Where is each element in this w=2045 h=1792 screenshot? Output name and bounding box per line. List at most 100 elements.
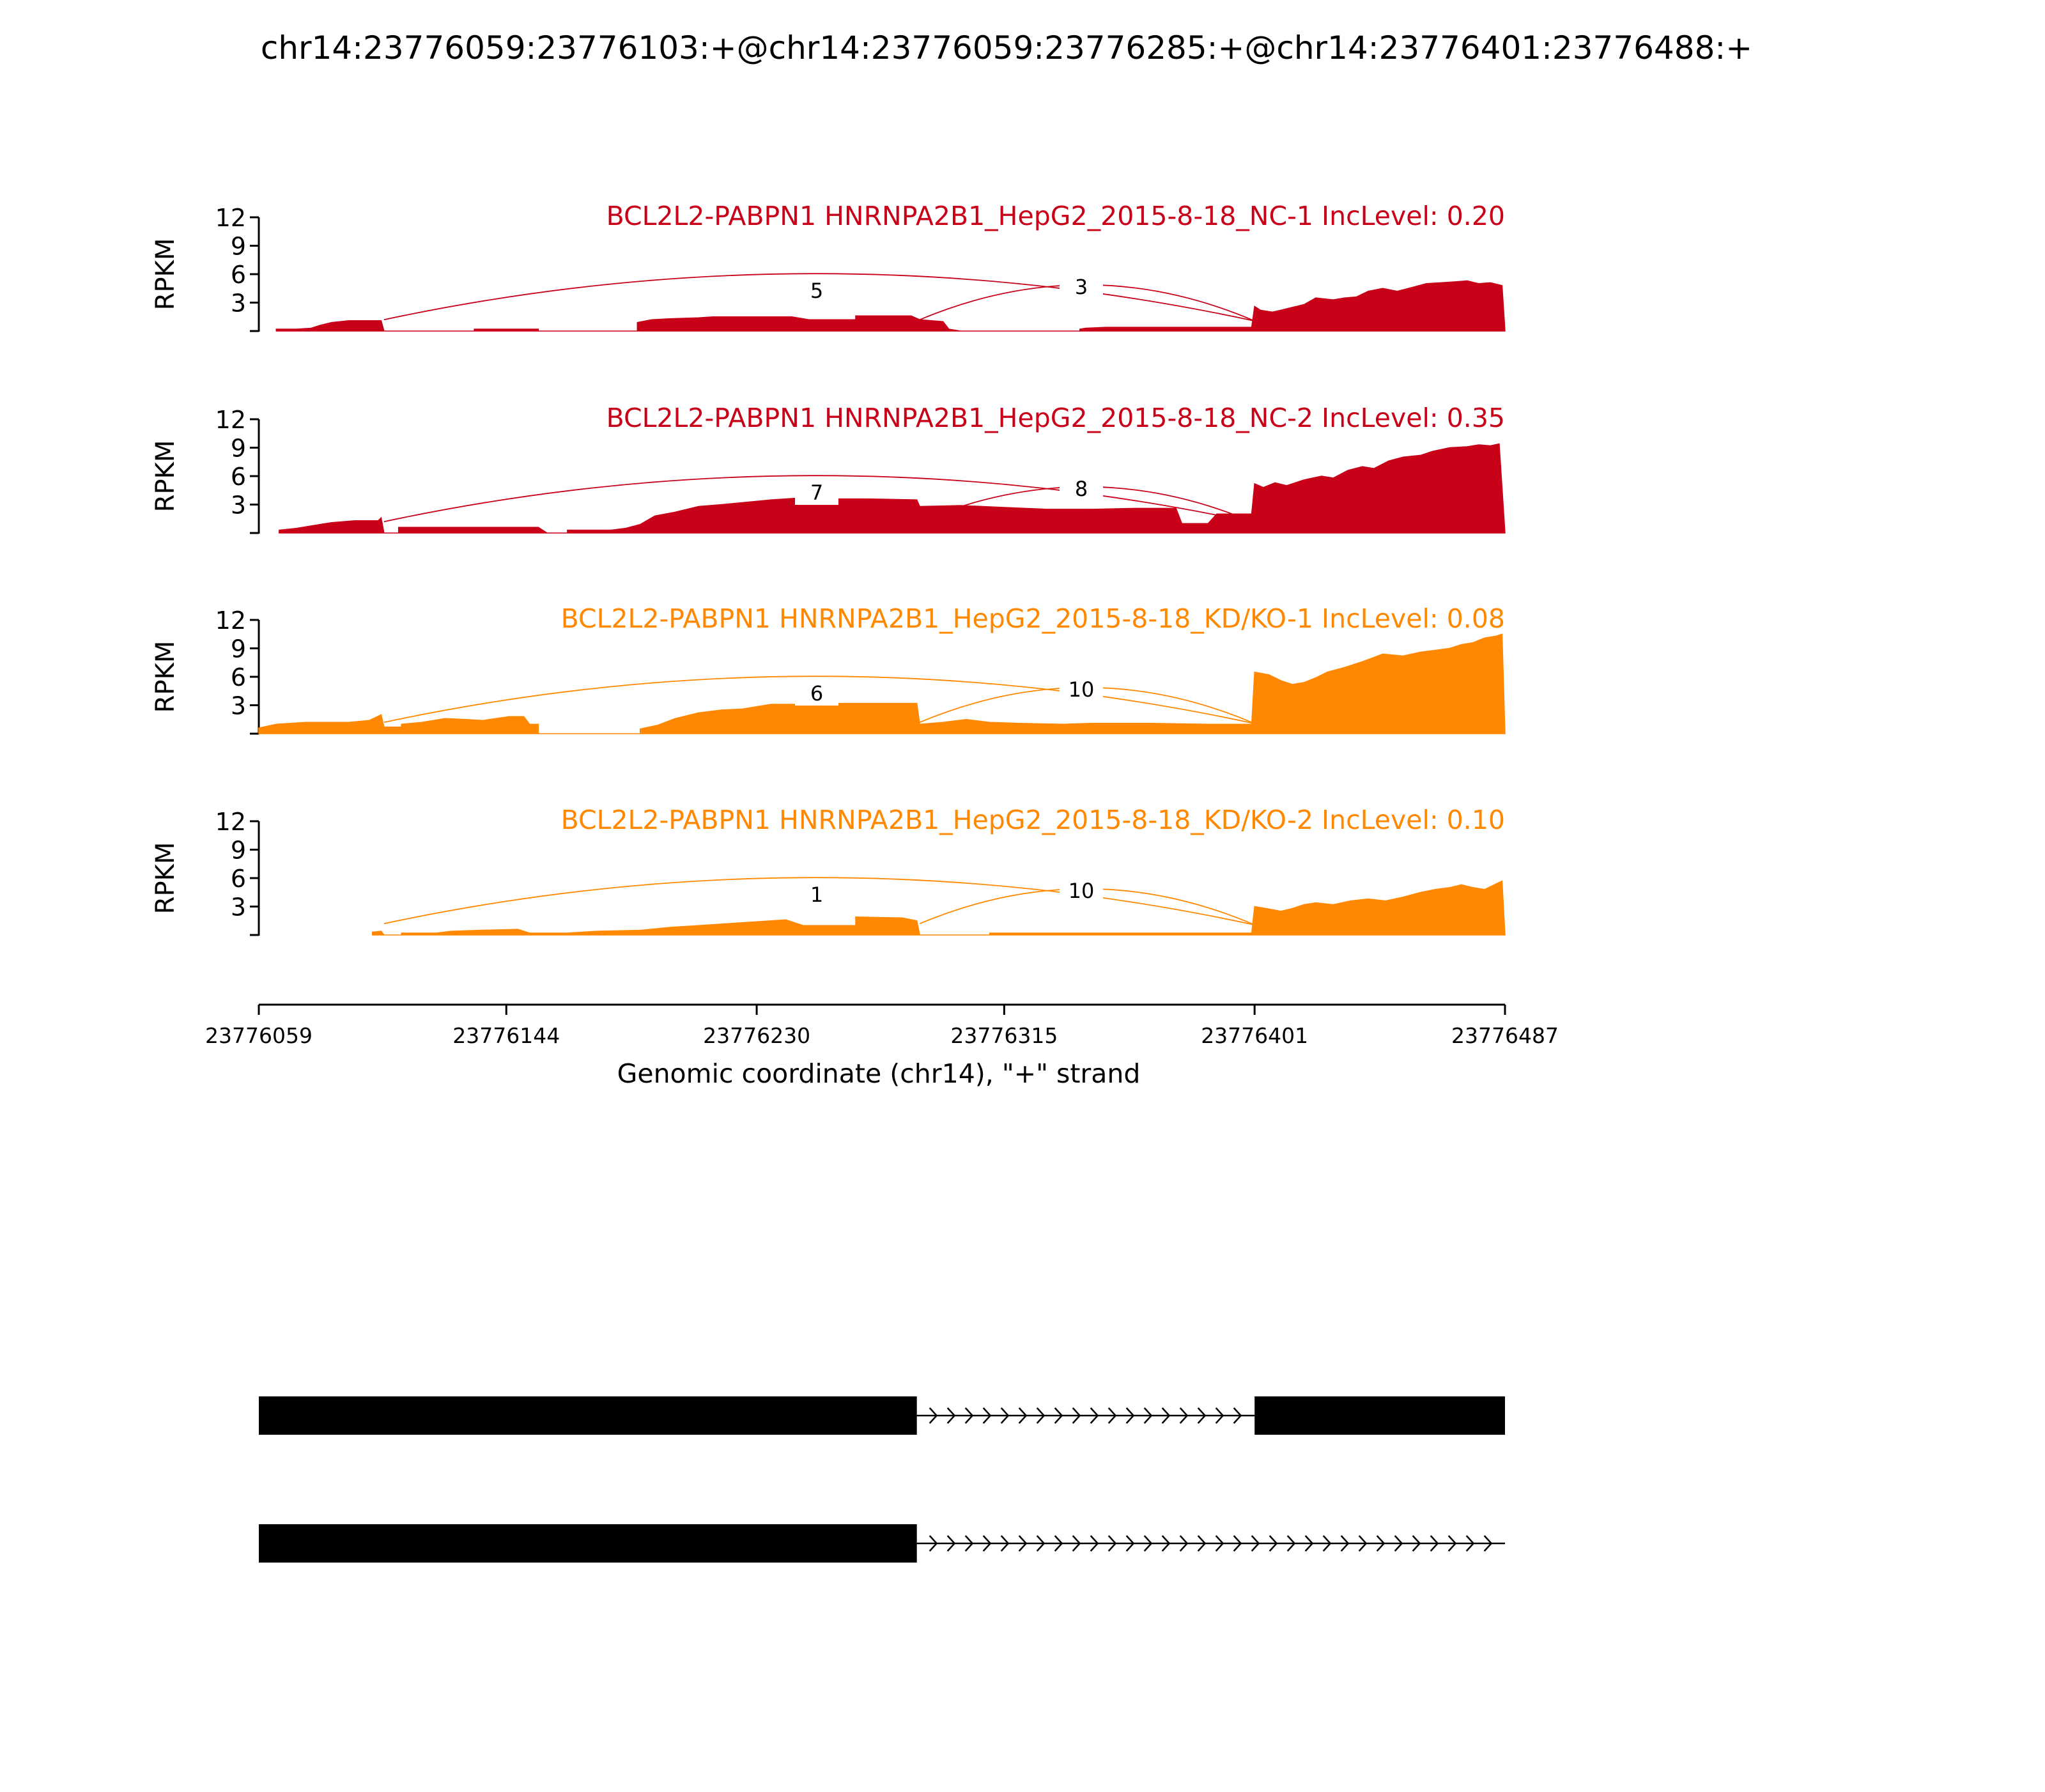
exon-block bbox=[259, 1524, 917, 1563]
strand-arrow bbox=[1304, 1535, 1314, 1552]
y-tick-label: 9 bbox=[231, 435, 246, 463]
strand-arrow bbox=[1161, 1535, 1171, 1552]
transcript-model bbox=[259, 1524, 1505, 1563]
strand-arrow bbox=[1054, 1407, 1063, 1424]
y-tick-label: 9 bbox=[231, 635, 246, 663]
strand-arrow bbox=[1358, 1535, 1368, 1552]
strand-arrow bbox=[1376, 1535, 1385, 1552]
coverage-area bbox=[258, 633, 1506, 734]
strand-arrow bbox=[946, 1407, 956, 1424]
junction-arc bbox=[383, 475, 1255, 524]
strand-arrow bbox=[1394, 1535, 1403, 1552]
strand-arrow bbox=[1125, 1407, 1135, 1424]
junction-count-box bbox=[1060, 676, 1103, 702]
junction-arc bbox=[383, 877, 1255, 926]
strand-arrow bbox=[1340, 1535, 1350, 1552]
strand-arrow bbox=[929, 1535, 938, 1552]
y-tick-label: 3 bbox=[231, 491, 246, 520]
strand-arrow bbox=[1215, 1535, 1224, 1552]
y-tick-label: 3 bbox=[231, 893, 246, 922]
strand-arrow bbox=[1018, 1535, 1028, 1552]
y-tick-label: 9 bbox=[231, 837, 246, 865]
strand-arrow bbox=[1107, 1407, 1117, 1424]
strand-arrow bbox=[1322, 1535, 1332, 1552]
junction-count-box bbox=[795, 680, 838, 706]
figure-title: chr14:23776059:23776103:+@chr14:23776059… bbox=[261, 29, 1752, 66]
y-tick-label: 6 bbox=[231, 463, 246, 491]
strand-arrow bbox=[1000, 1535, 1010, 1552]
junction-count-box bbox=[1060, 274, 1103, 299]
junction-count: 3 bbox=[1075, 275, 1088, 299]
strand-arrow bbox=[1125, 1535, 1135, 1552]
strand-arrow bbox=[1107, 1535, 1117, 1552]
coverage-area bbox=[279, 443, 1506, 534]
junction-count: 6 bbox=[810, 681, 823, 706]
exon-block bbox=[259, 1396, 917, 1435]
strand-arrow bbox=[1483, 1535, 1493, 1552]
strand-arrow bbox=[1233, 1535, 1242, 1552]
y-axis-label: RPKM bbox=[151, 238, 180, 311]
strand-arrow bbox=[1179, 1407, 1189, 1424]
sample-label: BCL2L2-PABPN1 HNRNPA2B1_HepG2_2015-8-18_… bbox=[561, 603, 1505, 634]
y-tick-label: 12 bbox=[215, 406, 246, 434]
strand-arrow bbox=[1072, 1535, 1081, 1552]
transcript-model bbox=[259, 1396, 1505, 1435]
x-tick-label: 23776144 bbox=[452, 1023, 560, 1048]
x-tick-label: 23776230 bbox=[703, 1023, 810, 1048]
y-tick-label: 12 bbox=[215, 606, 246, 635]
strand-arrow bbox=[1269, 1535, 1278, 1552]
strand-arrow bbox=[964, 1407, 974, 1424]
strand-arrow bbox=[1161, 1407, 1171, 1424]
strand-arrow bbox=[1412, 1535, 1421, 1552]
x-tick-label: 23776315 bbox=[950, 1023, 1058, 1048]
sample-label: BCL2L2-PABPN1 HNRNPA2B1_HepG2_2015-8-18_… bbox=[606, 201, 1505, 231]
junction-count-box bbox=[795, 277, 838, 303]
strand-arrow bbox=[1036, 1407, 1046, 1424]
y-tick-label: 12 bbox=[215, 808, 246, 836]
junction-count: 10 bbox=[1069, 677, 1095, 702]
y-axis-label: RPKM bbox=[151, 641, 180, 713]
junction-count-box bbox=[1060, 877, 1103, 903]
x-tick-label: 23776487 bbox=[1451, 1023, 1559, 1048]
junction-count: 8 bbox=[1075, 477, 1088, 501]
junction-count: 10 bbox=[1069, 879, 1095, 903]
x-axis-label: Genomic coordinate (chr14), "+" strand bbox=[617, 1058, 1141, 1089]
strand-arrow bbox=[982, 1535, 992, 1552]
strand-arrow bbox=[1430, 1535, 1439, 1552]
y-axis-label: RPKM bbox=[151, 842, 180, 915]
strand-arrow bbox=[1465, 1535, 1475, 1552]
x-tick-label: 23776059 bbox=[205, 1023, 313, 1048]
sample-label: BCL2L2-PABPN1 HNRNPA2B1_HepG2_2015-8-18_… bbox=[561, 805, 1505, 835]
y-tick-label: 12 bbox=[215, 204, 246, 232]
strand-arrow bbox=[1143, 1407, 1153, 1424]
strand-arrow bbox=[1054, 1535, 1063, 1552]
gene-models bbox=[259, 1396, 1505, 1563]
strand-arrow bbox=[1090, 1535, 1099, 1552]
strand-arrow bbox=[964, 1535, 974, 1552]
strand-arrow bbox=[1072, 1407, 1081, 1424]
strand-arrow bbox=[1197, 1407, 1207, 1424]
strand-arrow bbox=[1000, 1407, 1010, 1424]
y-tick-label: 6 bbox=[231, 261, 246, 289]
junction-count: 1 bbox=[810, 883, 823, 907]
y-tick-label: 3 bbox=[231, 290, 246, 318]
strand-arrow bbox=[1090, 1407, 1099, 1424]
junction-count: 7 bbox=[810, 481, 823, 505]
strand-arrow bbox=[1215, 1407, 1224, 1424]
strand-arrow bbox=[1251, 1535, 1260, 1552]
strand-arrow bbox=[1018, 1407, 1028, 1424]
strand-arrow bbox=[982, 1407, 992, 1424]
strand-arrow bbox=[1143, 1535, 1153, 1552]
exon-block bbox=[1254, 1396, 1505, 1435]
strand-arrow bbox=[1447, 1535, 1457, 1552]
y-tick-label: 3 bbox=[231, 692, 246, 720]
junction-count-box bbox=[1060, 475, 1103, 501]
y-tick-label: 6 bbox=[231, 663, 246, 691]
